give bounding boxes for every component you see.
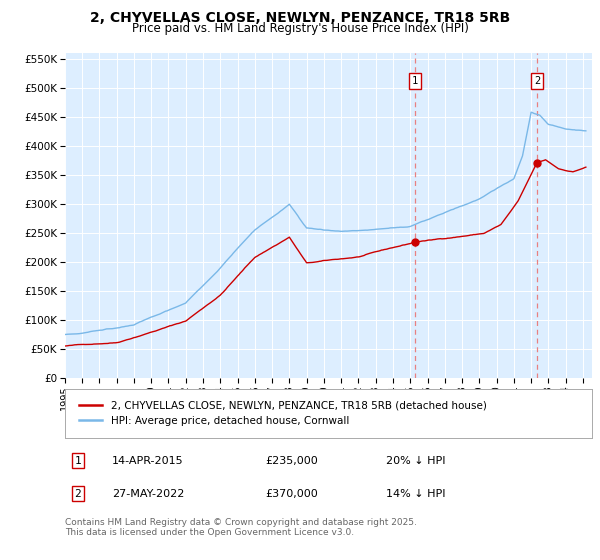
Text: 14-APR-2015: 14-APR-2015 (112, 456, 184, 466)
Legend: 2, CHYVELLAS CLOSE, NEWLYN, PENZANCE, TR18 5RB (detached house), HPI: Average pr: 2, CHYVELLAS CLOSE, NEWLYN, PENZANCE, TR… (75, 396, 491, 430)
Text: 27-MAY-2022: 27-MAY-2022 (112, 488, 185, 498)
Text: 2: 2 (534, 76, 540, 86)
Text: 14% ↓ HPI: 14% ↓ HPI (386, 488, 446, 498)
Text: £235,000: £235,000 (265, 456, 318, 466)
Text: 2: 2 (74, 488, 82, 498)
Text: Contains HM Land Registry data © Crown copyright and database right 2025.
This d: Contains HM Land Registry data © Crown c… (65, 518, 416, 538)
Text: £370,000: £370,000 (265, 488, 318, 498)
Text: 1: 1 (412, 76, 418, 86)
Text: Price paid vs. HM Land Registry's House Price Index (HPI): Price paid vs. HM Land Registry's House … (131, 22, 469, 35)
Text: 2, CHYVELLAS CLOSE, NEWLYN, PENZANCE, TR18 5RB: 2, CHYVELLAS CLOSE, NEWLYN, PENZANCE, TR… (90, 11, 510, 25)
Text: 1: 1 (74, 456, 82, 466)
Text: 20% ↓ HPI: 20% ↓ HPI (386, 456, 446, 466)
